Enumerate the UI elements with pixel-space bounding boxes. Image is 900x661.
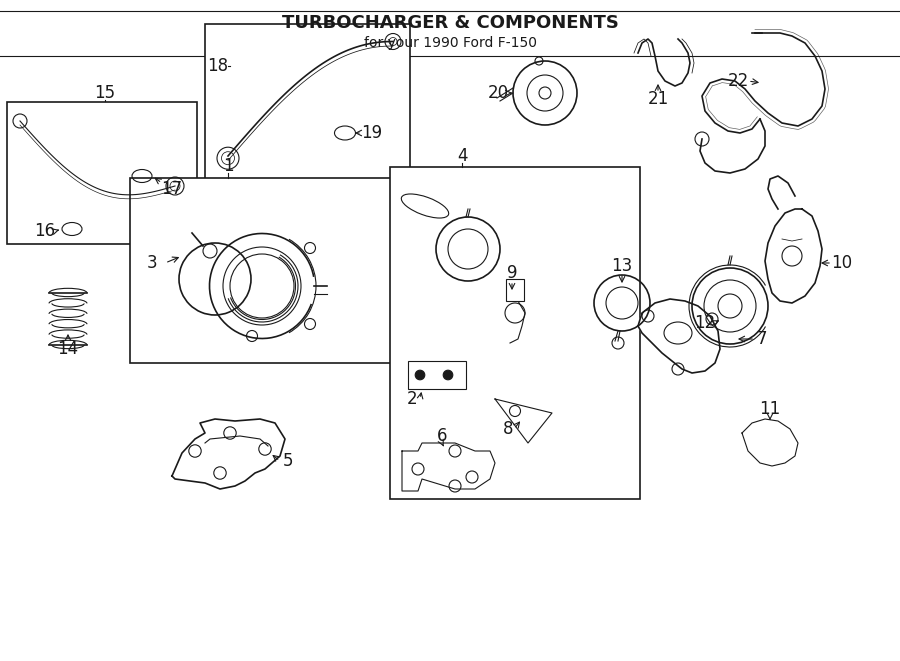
Text: 2: 2 bbox=[407, 390, 418, 408]
Polygon shape bbox=[638, 299, 720, 373]
Text: for your 1990 Ford F-150: for your 1990 Ford F-150 bbox=[364, 36, 536, 50]
Polygon shape bbox=[402, 443, 495, 491]
Text: 14: 14 bbox=[58, 340, 78, 358]
Text: 8: 8 bbox=[503, 420, 513, 438]
Text: 17: 17 bbox=[161, 180, 183, 198]
Text: TURBOCHARGER & COMPONENTS: TURBOCHARGER & COMPONENTS bbox=[282, 14, 618, 32]
Text: 4: 4 bbox=[456, 147, 467, 165]
Text: 16: 16 bbox=[34, 222, 56, 240]
Circle shape bbox=[443, 370, 453, 380]
Text: 1: 1 bbox=[222, 157, 233, 175]
Text: 21: 21 bbox=[647, 90, 669, 108]
Bar bbox=[408, 361, 466, 389]
Text: 19: 19 bbox=[362, 124, 382, 142]
Polygon shape bbox=[172, 419, 285, 489]
Bar bbox=[506, 279, 524, 301]
Polygon shape bbox=[495, 399, 552, 443]
Text: 13: 13 bbox=[611, 257, 633, 275]
Bar bbox=[390, 167, 640, 499]
Text: 10: 10 bbox=[832, 254, 852, 272]
Text: 5: 5 bbox=[283, 452, 293, 470]
Text: 7: 7 bbox=[757, 330, 767, 348]
Text: 3: 3 bbox=[147, 254, 158, 272]
Text: 6: 6 bbox=[436, 427, 447, 445]
Text: 15: 15 bbox=[94, 84, 115, 102]
Text: 18: 18 bbox=[207, 57, 229, 75]
Text: 12: 12 bbox=[695, 314, 716, 332]
Polygon shape bbox=[742, 419, 798, 466]
Bar bbox=[130, 178, 395, 363]
Text: 22: 22 bbox=[727, 72, 749, 90]
Bar bbox=[7, 102, 197, 244]
Polygon shape bbox=[765, 209, 822, 303]
Bar bbox=[205, 24, 410, 179]
Circle shape bbox=[415, 370, 425, 380]
Text: 11: 11 bbox=[760, 400, 780, 418]
Text: 20: 20 bbox=[488, 84, 508, 102]
Text: 9: 9 bbox=[507, 264, 517, 282]
